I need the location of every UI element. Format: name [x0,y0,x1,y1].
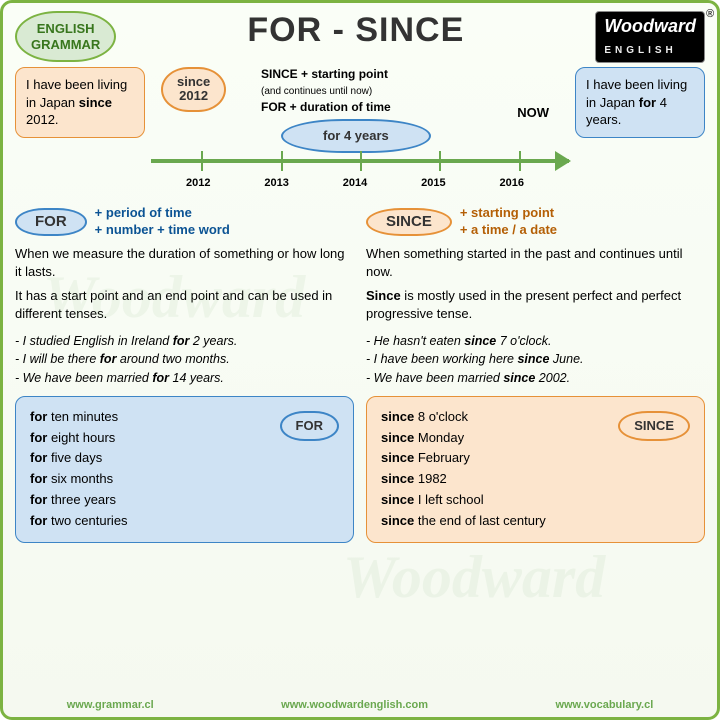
footer-links: www.grammar.cl www.woodwardenglish.com w… [3,699,717,711]
for-pill: FOR [15,208,87,237]
header: ENGLISHGRAMMAR FOR - SINCE WoodwardENGLI… [15,11,705,63]
columns: FOR + period of time+ number + time word… [15,205,705,543]
since-list-box: SINCE since 8 o'clocksince Mondaysince F… [366,396,705,543]
brand-logo: WoodwardENGLISH [595,11,705,63]
rule-text: SINCE + starting point(and continues unt… [261,67,391,116]
since-tag: SINCE [618,411,690,441]
now-label: NOW [517,105,549,120]
for-description: + period of time+ number + time word [95,205,230,239]
example-box-since: I have been living in Japan since 2012. [15,67,145,138]
since-body: When something started in the past and c… [366,245,705,324]
since-marker: since2012 [161,67,226,112]
for-examples: - I studied English in Ireland for 2 yea… [15,332,354,388]
timeline-section: I have been living in Japan since 2012. … [15,67,705,197]
infographic-page: Woodward Woodward ENGLISHGRAMMAR FOR - S… [0,0,720,720]
watermark: Woodward [343,543,605,612]
for-tag: FOR [280,411,339,441]
for-body: When we measure the duration of somethin… [15,245,354,324]
since-description: + starting point+ a time / a date [460,205,557,239]
for-list-box: FOR for ten minutesfor eight hoursfor fi… [15,396,354,543]
since-column: SINCE + starting point+ a time / a date … [366,205,705,543]
since-pill: SINCE [366,208,452,237]
example-box-for: I have been living in Japan for 4 years. [575,67,705,138]
timeline-diagram: since2012 SINCE + starting point(and con… [151,67,569,197]
for-column: FOR + period of time+ number + time word… [15,205,354,543]
since-examples: - He hasn't eaten since 7 o'clock. - I h… [366,332,705,388]
footer-link[interactable]: www.vocabulary.cl [555,699,653,711]
timeline-axis: 20122013201420152016 [151,159,569,189]
footer-link[interactable]: www.grammar.cl [67,699,154,711]
subject-badge: ENGLISHGRAMMAR [15,11,116,62]
year-labels: 20122013201420152016 [151,177,569,189]
for-marker: for 4 years [281,119,431,153]
footer-link[interactable]: www.woodwardenglish.com [281,699,428,711]
page-title: FOR - SINCE [247,11,464,50]
